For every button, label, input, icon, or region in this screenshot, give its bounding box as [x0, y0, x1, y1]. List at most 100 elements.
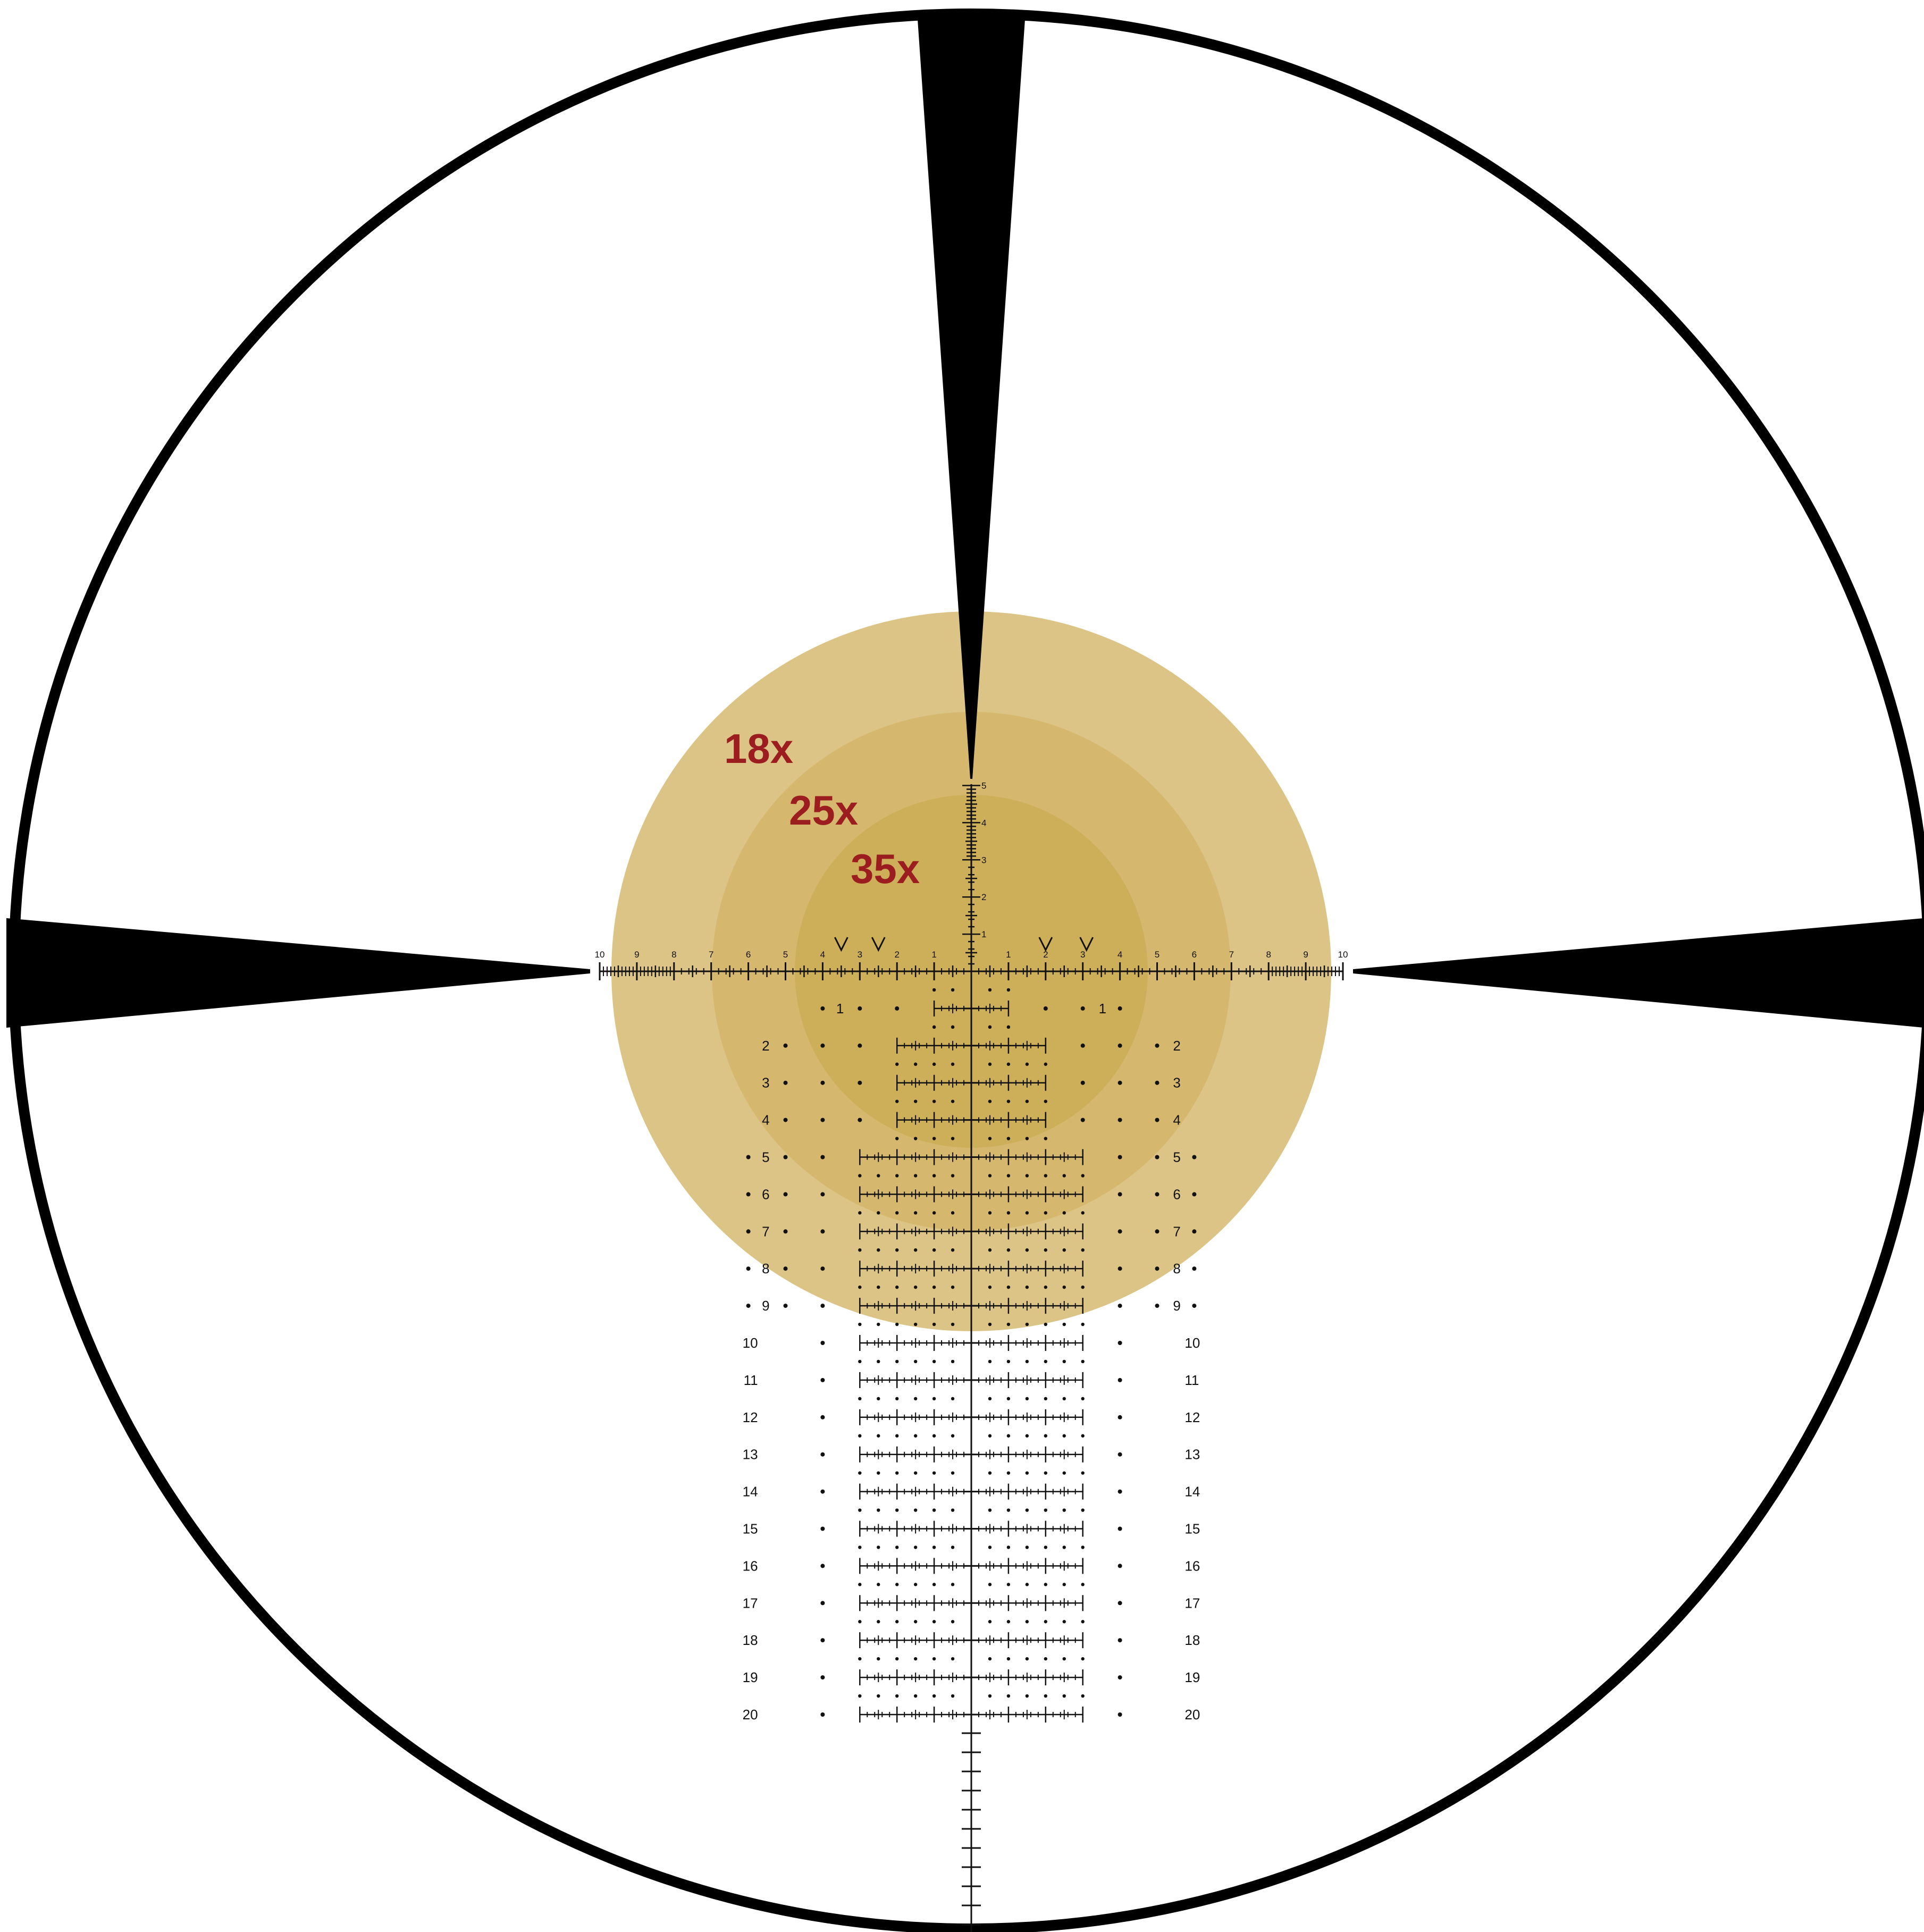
- holdover-row-label-right: 18: [1184, 1632, 1200, 1648]
- wind-dot: [1118, 1526, 1122, 1531]
- wind-dot: [858, 1118, 862, 1122]
- holdover-dot: [858, 1285, 862, 1289]
- holdover-dot: [951, 1583, 955, 1586]
- holdover-dot: [1006, 988, 1011, 992]
- holdover-dot: [1081, 1397, 1085, 1401]
- holdover-dot: [988, 1583, 992, 1586]
- holdover-dot: [988, 1397, 992, 1401]
- wind-dot: [1155, 1304, 1160, 1308]
- holdover-dot: [913, 1174, 918, 1178]
- holdover-dot: [988, 1211, 992, 1215]
- wind-dot: [820, 1377, 825, 1382]
- holdover-dot: [1062, 1285, 1066, 1289]
- holdover-dot: [877, 1174, 880, 1178]
- holdover-dot: [932, 1694, 936, 1698]
- horizontal-scale-number: 8: [671, 950, 676, 960]
- holdover-dot: [951, 1322, 955, 1326]
- holdover-dot: [1044, 1471, 1048, 1475]
- holdover-dot: [858, 1657, 862, 1661]
- holdover-row-label-right: 10: [1184, 1335, 1200, 1351]
- holdover-dot: [913, 1137, 918, 1140]
- holdover-dot: [877, 1397, 880, 1401]
- holdover-row-label-left: 12: [743, 1409, 758, 1425]
- holdover-row-label-right: 4: [1173, 1112, 1180, 1128]
- holdover-dot: [877, 1583, 880, 1586]
- holdover-dot: [1006, 1694, 1011, 1698]
- vertical-scale-number: 5: [981, 781, 986, 791]
- wind-dot: [1155, 1266, 1160, 1271]
- holdover-dot: [1081, 1285, 1085, 1289]
- holdover-dot: [895, 1099, 899, 1103]
- holdover-dot: [895, 1062, 899, 1066]
- holdover-dot: [858, 1174, 862, 1178]
- holdover-row-label-right: 19: [1184, 1669, 1200, 1685]
- holdover-row-label-left: 3: [762, 1075, 769, 1091]
- holdover-row-label-left: 1: [836, 1001, 844, 1017]
- horizontal-scale-number: 5: [1155, 950, 1160, 960]
- holdover-row-label-right: 12: [1184, 1409, 1200, 1425]
- wind-dot: [783, 1155, 788, 1160]
- holdover-dot: [1044, 1322, 1048, 1326]
- horizontal-scale-number: 3: [1080, 950, 1085, 960]
- holdover-dot: [988, 1471, 992, 1475]
- horizontal-scale-number: 9: [634, 950, 639, 960]
- holdover-dot: [932, 1657, 936, 1661]
- holdover-dot: [913, 1657, 918, 1661]
- wind-dot: [858, 1043, 862, 1048]
- wind-dot: [1118, 1638, 1122, 1643]
- holdover-dot: [1044, 1508, 1048, 1512]
- wind-dot: [1118, 1043, 1122, 1048]
- holdover-dot: [913, 1583, 918, 1586]
- wind-dot: [783, 1304, 788, 1308]
- wind-dot: [1118, 1266, 1122, 1271]
- holdover-row-label-left: 17: [743, 1595, 758, 1611]
- holdover-dot: [913, 1471, 918, 1475]
- horizontal-scale-number: 3: [858, 950, 862, 960]
- wind-dot: [820, 1192, 825, 1197]
- holdover-dot: [1025, 1062, 1029, 1066]
- holdover-dot: [1006, 1062, 1011, 1066]
- vertical-scale-number: 2: [981, 892, 986, 902]
- holdover-dot: [1062, 1508, 1066, 1512]
- holdover-dot: [951, 1620, 955, 1624]
- wind-dot: [1118, 1192, 1122, 1197]
- holdover-dot: [877, 1545, 880, 1549]
- wind-dot: [783, 1192, 788, 1197]
- chevron-marker: [1038, 937, 1053, 952]
- holdover-dot: [1062, 1545, 1066, 1549]
- holdover-dot: [932, 1174, 936, 1178]
- holdover-row-label-right: 16: [1184, 1558, 1200, 1574]
- wind-dot: [1118, 1564, 1122, 1568]
- wind-dot: [1080, 1080, 1085, 1085]
- wind-dot: [820, 1452, 825, 1457]
- holdover-dot: [1044, 1620, 1048, 1624]
- holdover-row-label-left: 9: [762, 1298, 769, 1314]
- chevron-marker: [871, 937, 886, 952]
- holdover-dot: [858, 1508, 862, 1512]
- horizontal-scale-number: 2: [894, 950, 899, 960]
- wind-dot: [1118, 1341, 1122, 1345]
- wind-dot: [1118, 1452, 1122, 1457]
- holdover-dot: [877, 1694, 880, 1698]
- left-post: [6, 918, 590, 1028]
- holdover-dot: [913, 1062, 918, 1066]
- wind-dot: [858, 1080, 862, 1085]
- horizontal-scale-number: 10: [595, 950, 605, 960]
- holdover-dot: [951, 1694, 955, 1698]
- holdover-dot: [932, 1583, 936, 1586]
- holdover-dot: [1044, 1211, 1048, 1215]
- holdover-dot: [913, 1099, 918, 1103]
- holdover-dot: [1006, 1099, 1011, 1103]
- holdover-dot: [895, 1397, 899, 1401]
- holdover-row-label-left: 10: [743, 1335, 758, 1351]
- holdover-dot: [988, 1285, 992, 1289]
- holdover-dot: [858, 1471, 862, 1475]
- holdover-dot: [1081, 1545, 1085, 1549]
- wind-dot: [820, 1526, 825, 1531]
- holdover-dot: [858, 1434, 862, 1438]
- holdover-row-label-left: 6: [762, 1186, 769, 1202]
- holdover-dot: [1044, 1248, 1048, 1252]
- holdover-dot: [1062, 1174, 1066, 1178]
- holdover-dot: [895, 1471, 899, 1475]
- holdover-dot: [932, 1025, 936, 1029]
